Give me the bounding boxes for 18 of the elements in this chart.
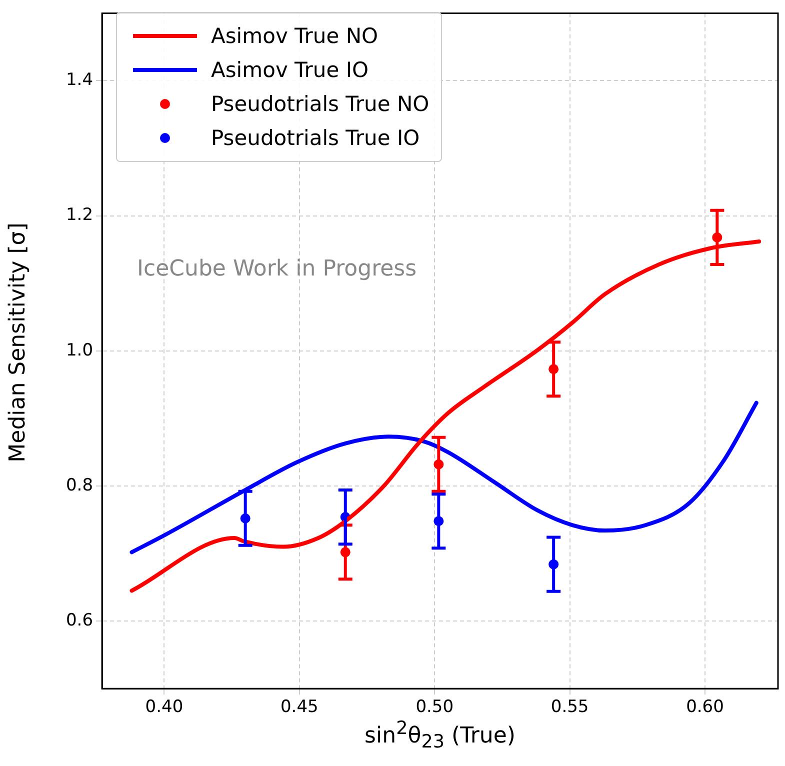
line-series	[130, 400, 758, 554]
legend-label: Asimov True IO	[211, 58, 369, 82]
y-tick-label: 0.8	[66, 475, 94, 496]
legend-label: Asimov True NO	[211, 24, 378, 48]
y-tick-label: 1.4	[66, 70, 94, 90]
x-tick-label: 0.50	[416, 697, 454, 718]
y-tick-label: 1.2	[66, 205, 94, 226]
legend-label: Pseudotrials True IO	[211, 126, 420, 150]
y-axis-title: Median Sensitivity [σ]	[6, 222, 30, 464]
x-tick-label: 0.55	[550, 697, 589, 718]
x-axis-title: sin$^{2}$θ$_{23}$ (True)	[364, 718, 516, 753]
legend-label: Pseudotrials True NO	[211, 92, 430, 116]
x-tick-label: 0.40	[145, 697, 184, 718]
y-tick-label: 1.0	[66, 340, 94, 360]
x-tick-label: 0.45	[280, 697, 318, 718]
x-tick-label: 0.60	[686, 697, 724, 718]
y-tick-label: 0.6	[66, 610, 94, 630]
annotation: IceCube Work in Progress	[137, 256, 417, 282]
